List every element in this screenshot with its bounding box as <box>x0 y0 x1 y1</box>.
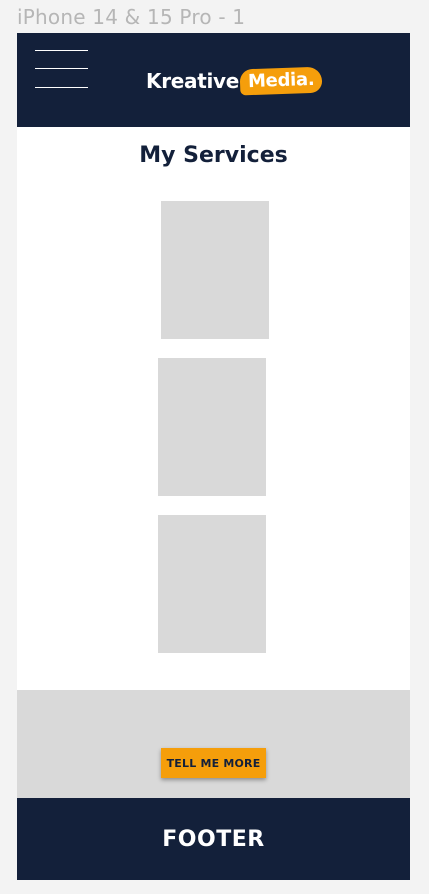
menu-line <box>35 50 88 51</box>
service-card[interactable] <box>161 201 269 339</box>
footer-label: FOOTER <box>162 827 264 852</box>
tell-me-more-button[interactable]: TELL ME MORE <box>161 748 266 778</box>
logo-text: Kreative <box>146 69 239 93</box>
logo[interactable]: Kreative Media. <box>146 64 322 98</box>
services-title: My Services <box>17 143 410 168</box>
service-card[interactable] <box>158 515 266 653</box>
logo-badge: Media. <box>240 67 323 96</box>
phone-frame: Kreative Media. My Services TELL ME MORE… <box>17 33 410 880</box>
menu-line <box>35 87 88 88</box>
service-card[interactable] <box>158 358 266 496</box>
cta-band: TELL ME MORE <box>17 690 410 798</box>
frame-title: iPhone 14 & 15 Pro - 1 <box>17 5 245 29</box>
footer: FOOTER <box>17 798 410 880</box>
menu-line <box>35 68 88 69</box>
hamburger-menu-icon[interactable] <box>35 50 88 90</box>
header: Kreative Media. <box>17 33 410 127</box>
